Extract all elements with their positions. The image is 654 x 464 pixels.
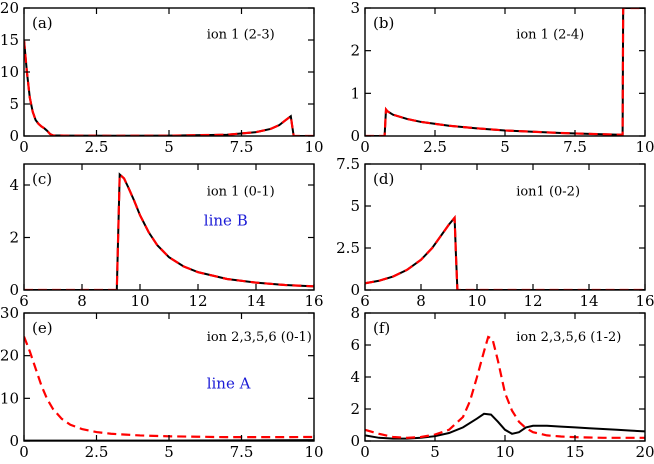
x-tick-label: 2.5 [423, 138, 447, 156]
y-tick-label: 2 [350, 400, 360, 418]
y-tick-label: 5 [350, 197, 360, 215]
x-tick-label: 10 [467, 292, 486, 310]
x-tick-label: 5 [500, 138, 510, 156]
panel-label: (d) [373, 170, 394, 188]
y-tick-label: 5 [9, 95, 19, 113]
x-tick-label: 10 [130, 292, 149, 310]
x-tick-label: 0 [19, 443, 29, 461]
series-dashed-line [365, 8, 645, 136]
panel-label: (f) [373, 319, 390, 337]
x-tick-label: 7.5 [563, 138, 587, 156]
x-tick-label: 0 [360, 138, 370, 156]
y-tick-label: 2 [9, 229, 19, 247]
panel-annotation: ion 1 (2-4) [516, 28, 584, 43]
panel-annotation: ion 2,3,5,6 (1-2) [516, 330, 621, 345]
y-tick-label: 20 [0, 347, 19, 365]
y-tick-label: 0 [9, 127, 19, 145]
panel-label: (e) [32, 319, 53, 337]
x-tick-label: 6 [19, 292, 29, 310]
x-tick-label: 16 [635, 292, 654, 310]
y-tick-label: 10 [0, 389, 19, 407]
x-tick-label: 7.5 [230, 443, 254, 461]
y-tick-label: 0 [9, 281, 19, 299]
line-note: line B [204, 212, 248, 230]
plot-frame [364, 7, 646, 137]
y-tick-label: 4 [9, 176, 19, 194]
panel-a: 0 2.5 5 7.5 10 0 5 10 15 20 (a) ion 1 (2-3) [0, 0, 324, 156]
x-tick-label: 10 [304, 138, 323, 156]
y-tick-label: 4 [350, 368, 360, 386]
line-note: line A [207, 374, 251, 392]
x-tick-label: 12 [523, 292, 542, 310]
panel-label: (a) [32, 14, 53, 32]
y-tick-label: 0 [350, 127, 360, 145]
x-tick-label: 16 [304, 292, 323, 310]
y-tick-label: 8 [350, 304, 360, 322]
x-tick-label: 0 [19, 138, 29, 156]
y-tick-label: 10 [0, 63, 19, 81]
series-dashed-line [365, 214, 645, 290]
x-tick-label: 15 [565, 443, 584, 461]
x-tick-label: 10 [635, 138, 654, 156]
series-dashed-line [365, 335, 645, 439]
panel-label: (b) [373, 14, 394, 32]
y-tick-label: 0 [350, 432, 360, 450]
y-tick-label: 2 [350, 42, 360, 60]
panel-annotation: ion 1 (0-1) [207, 184, 275, 199]
x-tick-label: 10 [304, 443, 323, 461]
x-tick-label: 14 [579, 292, 598, 310]
panel-b: 0 2.5 5 7.5 10 0 1 2 3 (b) ion 1 (2-4) [350, 0, 654, 156]
y-tick-label: 1 [350, 84, 360, 102]
series-dashed-line [24, 336, 314, 439]
panel-label: (c) [32, 170, 52, 188]
panel-annotation: ion 2,3,5,6 (0-1) [207, 330, 312, 345]
x-tick-label: 2.5 [85, 443, 109, 461]
panel-annotation: ion1 (0-2) [516, 184, 580, 199]
x-tick-label: 5 [430, 443, 440, 461]
series-dashed-line [24, 39, 314, 136]
y-tick-label: 0 [350, 281, 360, 299]
x-tick-label: 5 [164, 138, 174, 156]
x-tick-label: 12 [188, 292, 207, 310]
plot-frame [364, 163, 646, 291]
x-tick-label: 7.5 [230, 138, 254, 156]
series-solid-line [24, 39, 314, 136]
panel-annotation: ion 1 (2-3) [207, 28, 275, 43]
y-tick-label: 20 [0, 0, 19, 17]
y-tick-label: 0 [9, 432, 19, 450]
x-tick-label: 10 [495, 443, 514, 461]
x-tick-label: 2.5 [85, 138, 109, 156]
y-tick-label: 15 [0, 31, 19, 49]
x-tick-label: 14 [246, 292, 265, 310]
panel-c: 6 8 10 12 14 16 0 2 4 (c) ion 1 (0-1) line B [9, 163, 324, 310]
x-tick-label: 5 [164, 443, 174, 461]
x-tick-label: 8 [77, 292, 87, 310]
series-dashed-line [24, 172, 314, 290]
x-tick-label: 8 [416, 292, 426, 310]
x-tick-label: 6 [360, 292, 370, 310]
panel-f: 0 5 10 15 20 0 2 4 6 8 (f) ion 2,3,5,6 (1-2) [350, 304, 654, 461]
y-tick-label: 2.5 [336, 239, 360, 257]
panel-d: 6 8 10 12 14 16 0 2.5 5 7.5 (d) ion1 (0-2) [336, 155, 654, 310]
panel-e: 0 2.5 5 7.5 10 0 10 20 30 (e) ion 2,3,5,6 (0-1) lin… [0, 304, 324, 461]
y-tick-label: 7.5 [336, 155, 360, 173]
y-tick-label: 30 [0, 304, 19, 322]
x-tick-label: 20 [635, 443, 654, 461]
series-solid-line [365, 8, 645, 136]
series-solid-line [365, 215, 645, 290]
series-solid-line [365, 412, 645, 440]
y-tick-label: 6 [350, 336, 360, 354]
plot-frame [23, 163, 315, 291]
y-tick-label: 3 [350, 0, 360, 17]
x-tick-label: 0 [360, 443, 370, 461]
